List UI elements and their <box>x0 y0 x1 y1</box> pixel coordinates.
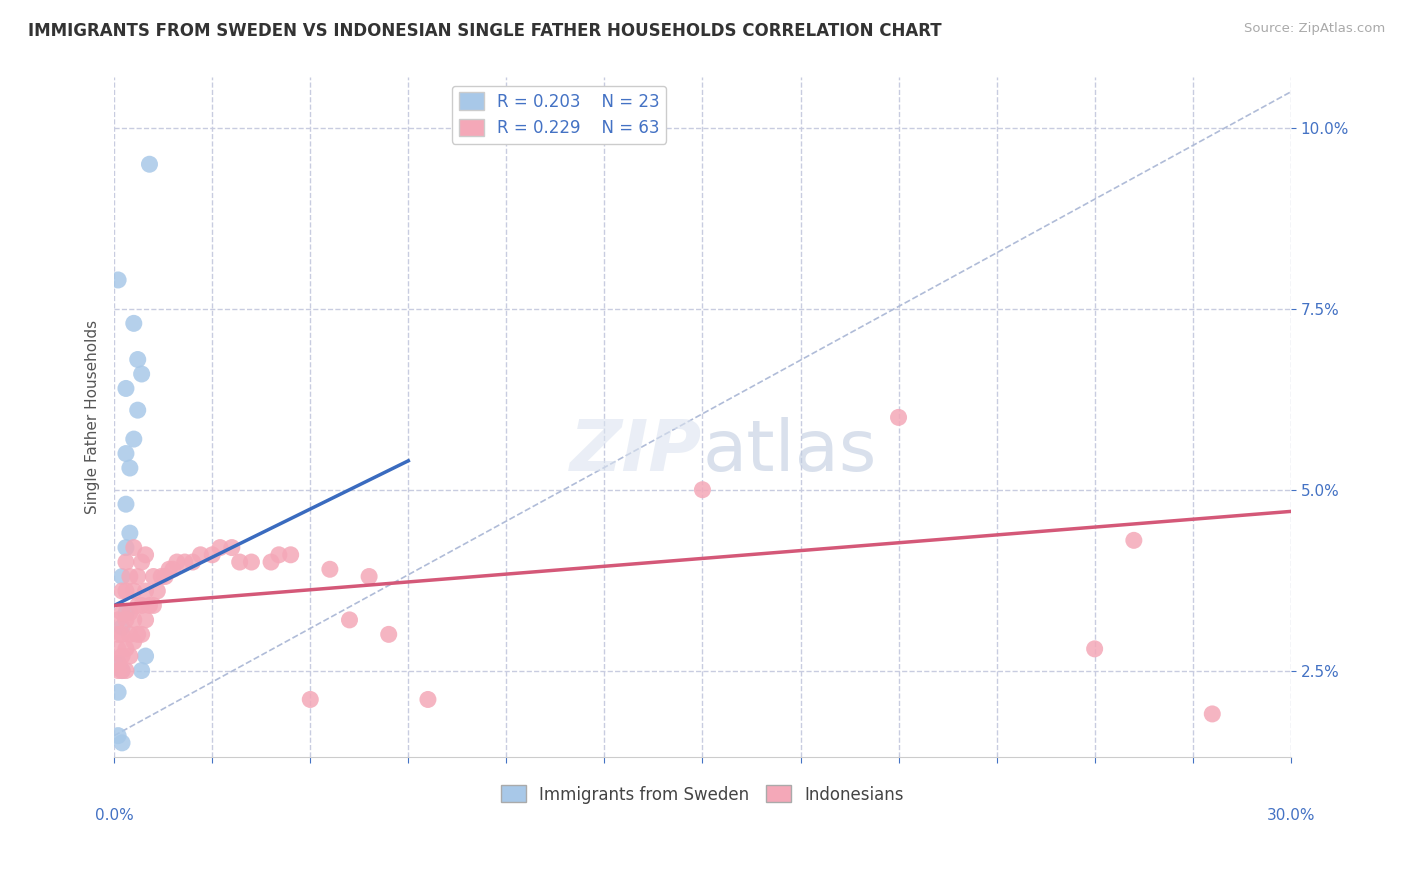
Point <box>111 664 134 678</box>
Text: 0.0%: 0.0% <box>94 808 134 823</box>
Point <box>173 555 195 569</box>
Point <box>127 352 149 367</box>
Point <box>107 664 129 678</box>
Point <box>122 634 145 648</box>
Point <box>115 664 138 678</box>
Point <box>127 599 149 613</box>
Point <box>115 497 138 511</box>
Point <box>118 627 141 641</box>
Text: atlas: atlas <box>703 417 877 486</box>
Point <box>115 613 138 627</box>
Point <box>115 381 138 395</box>
Point <box>111 606 134 620</box>
Legend: Immigrants from Sweden, Indonesians: Immigrants from Sweden, Indonesians <box>495 779 911 810</box>
Point <box>115 446 138 460</box>
Point <box>107 657 129 671</box>
Point <box>118 649 141 664</box>
Point <box>107 627 129 641</box>
Point <box>299 692 322 706</box>
Point <box>107 273 129 287</box>
Point <box>142 569 165 583</box>
Point <box>201 548 224 562</box>
Point <box>138 599 160 613</box>
Point <box>115 541 138 555</box>
Point <box>416 692 439 706</box>
Point <box>131 627 153 641</box>
Point <box>131 664 153 678</box>
Point <box>122 541 145 555</box>
Point <box>111 584 134 599</box>
Point <box>153 569 176 583</box>
Text: 30.0%: 30.0% <box>1267 808 1315 823</box>
Point <box>118 526 141 541</box>
Point <box>138 157 160 171</box>
Point <box>131 555 153 569</box>
Point <box>359 569 381 583</box>
Point <box>118 606 141 620</box>
Point <box>107 641 129 656</box>
Point <box>122 432 145 446</box>
Point <box>339 613 361 627</box>
Point <box>107 657 129 671</box>
Point <box>115 584 138 599</box>
Text: Source: ZipAtlas.com: Source: ZipAtlas.com <box>1244 22 1385 36</box>
Point <box>111 664 134 678</box>
Point <box>127 403 149 417</box>
Text: IMMIGRANTS FROM SWEDEN VS INDONESIAN SINGLE FATHER HOUSEHOLDS CORRELATION CHART: IMMIGRANTS FROM SWEDEN VS INDONESIAN SIN… <box>28 22 942 40</box>
Point <box>142 599 165 613</box>
Point <box>267 548 290 562</box>
Point <box>692 483 714 497</box>
Point <box>122 317 145 331</box>
Point <box>135 584 157 599</box>
Point <box>111 569 134 583</box>
Point <box>118 569 141 583</box>
Point <box>111 620 134 634</box>
Point <box>260 555 283 569</box>
Point <box>190 548 212 562</box>
Point <box>209 541 232 555</box>
Point <box>1122 533 1144 548</box>
Point <box>135 613 157 627</box>
Point <box>115 606 138 620</box>
Text: ZIP: ZIP <box>571 417 703 486</box>
Point <box>118 461 141 475</box>
Point <box>131 367 153 381</box>
Point <box>127 627 149 641</box>
Point <box>107 729 129 743</box>
Point <box>135 649 157 664</box>
Point <box>111 736 134 750</box>
Point <box>181 555 204 569</box>
Point <box>122 584 145 599</box>
Point <box>1084 641 1107 656</box>
Point <box>111 649 134 664</box>
Point <box>146 584 169 599</box>
Point <box>1201 706 1223 721</box>
Point <box>377 627 399 641</box>
Point <box>162 562 184 576</box>
Point <box>240 555 263 569</box>
Point <box>887 410 910 425</box>
Y-axis label: Single Father Households: Single Father Households <box>86 320 100 515</box>
Point <box>319 562 342 576</box>
Point <box>127 569 149 583</box>
Point <box>166 555 188 569</box>
Point <box>157 562 180 576</box>
Point <box>115 555 138 569</box>
Point <box>111 627 134 641</box>
Point <box>135 548 157 562</box>
Point <box>280 548 302 562</box>
Point <box>115 641 138 656</box>
Point <box>107 685 129 699</box>
Point <box>131 599 153 613</box>
Point <box>228 555 250 569</box>
Point <box>150 569 173 583</box>
Point <box>107 613 129 627</box>
Point <box>122 613 145 627</box>
Point <box>221 541 243 555</box>
